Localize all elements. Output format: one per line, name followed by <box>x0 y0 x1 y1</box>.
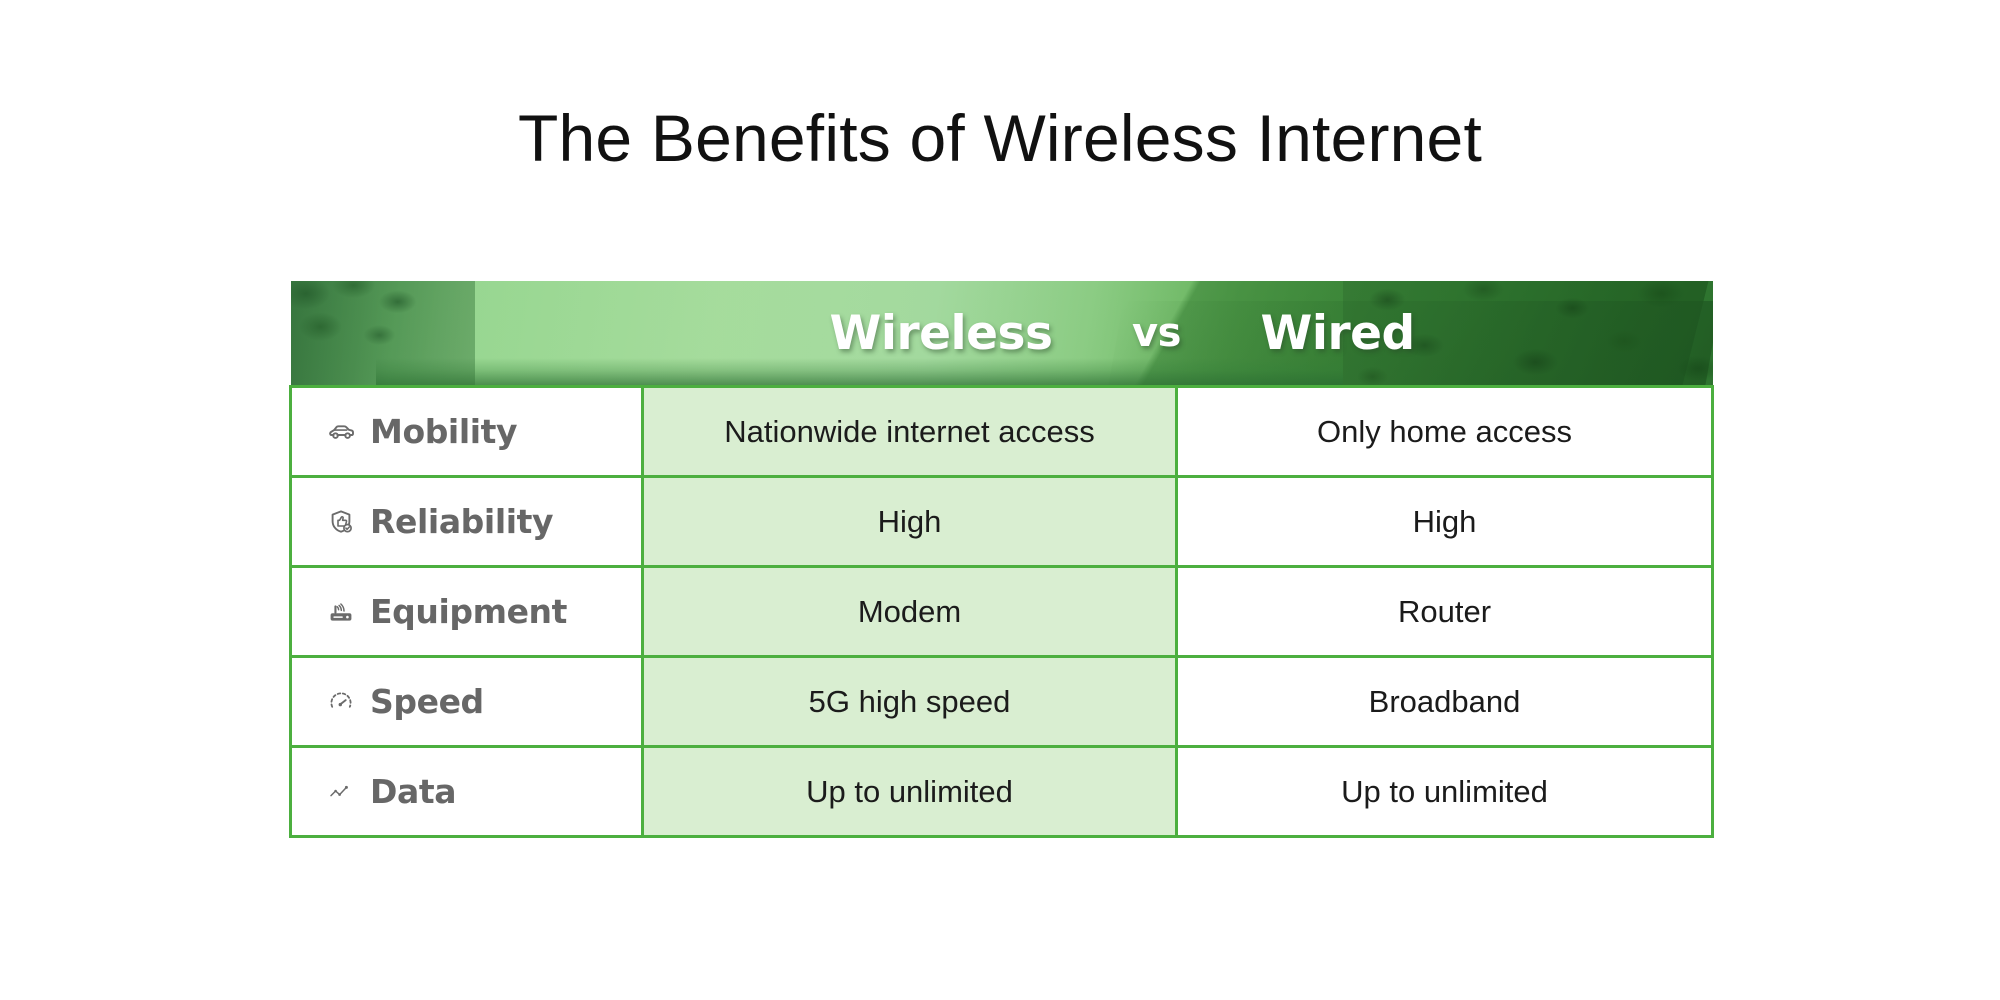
wired-value-mobility: Only home access <box>1175 385 1714 478</box>
table-header-band: Wireless vs Wired <box>290 281 1713 387</box>
table-row: Data Up to unlimited Up to unlimited <box>289 745 1714 838</box>
shield-thumbsup-icon <box>326 507 356 537</box>
photo-tree-ridge <box>375 357 1343 385</box>
photo-foreground-tree <box>290 281 476 385</box>
header-wireless-label: Wireless <box>829 305 1053 361</box>
wireless-value-mobility: Nationwide internet access <box>641 385 1178 478</box>
line-chart-icon <box>326 777 356 807</box>
car-icon <box>326 417 356 447</box>
wired-value-data: Up to unlimited <box>1175 745 1714 838</box>
feature-cell-equipment: Equipment <box>289 565 644 658</box>
photo-green-tint <box>290 281 1713 385</box>
wired-value-reliability: High <box>1175 475 1714 568</box>
router-icon <box>326 597 356 627</box>
wireless-value-speed: 5G high speed <box>641 655 1178 748</box>
feature-label: Mobility <box>370 412 518 451</box>
feature-cell-speed: Speed <box>289 655 644 748</box>
header-vs-label: vs <box>1132 310 1181 356</box>
speedometer-icon <box>326 687 356 717</box>
wired-value-speed: Broadband <box>1175 655 1714 748</box>
feature-label: Data <box>370 772 457 811</box>
wireless-value-reliability: High <box>641 475 1178 568</box>
feature-cell-reliability: Reliability <box>289 475 644 568</box>
table-row: Mobility Nationwide internet access Only… <box>289 385 1714 478</box>
table-row: Reliability High High <box>289 475 1714 568</box>
header-wired-label: Wired <box>1260 305 1416 361</box>
table-header-row: Wireless vs Wired <box>290 281 1713 387</box>
feature-label: Speed <box>370 682 484 721</box>
wireless-value-data: Up to unlimited <box>641 745 1178 838</box>
table-row: Equipment Modem Router <box>289 565 1714 658</box>
feature-label: Reliability <box>370 502 554 541</box>
header-background-photo <box>290 281 1713 385</box>
wired-value-equipment: Router <box>1175 565 1714 658</box>
page-title: The Benefits of Wireless Internet <box>517 101 1483 175</box>
feature-label: Equipment <box>370 592 568 631</box>
wireless-vs-wired-comparison-table: Wireless vs Wired Mobili <box>289 281 1714 838</box>
feature-cell-data: Data <box>289 745 644 838</box>
table-row: Speed 5G high speed Broadband <box>289 655 1714 748</box>
feature-cell-mobility: Mobility <box>289 385 644 478</box>
wireless-value-equipment: Modem <box>641 565 1178 658</box>
photo-foliage <box>1342 281 1713 385</box>
header-labels: Wireless vs Wired <box>291 281 1713 385</box>
